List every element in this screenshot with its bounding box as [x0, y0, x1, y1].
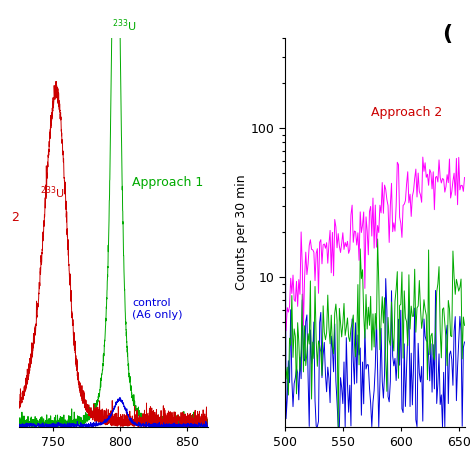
Text: $^{233}$U: $^{233}$U — [40, 184, 64, 201]
Text: control
(A6 only): control (A6 only) — [132, 298, 182, 320]
Text: (: ( — [442, 24, 453, 44]
Text: 2: 2 — [11, 210, 19, 224]
Text: Approach 1: Approach 1 — [132, 176, 203, 189]
Text: $^{233}$U: $^{233}$U — [112, 18, 137, 34]
Text: Approach 2: Approach 2 — [371, 106, 442, 118]
Y-axis label: Counts per 30 min: Counts per 30 min — [235, 174, 248, 290]
